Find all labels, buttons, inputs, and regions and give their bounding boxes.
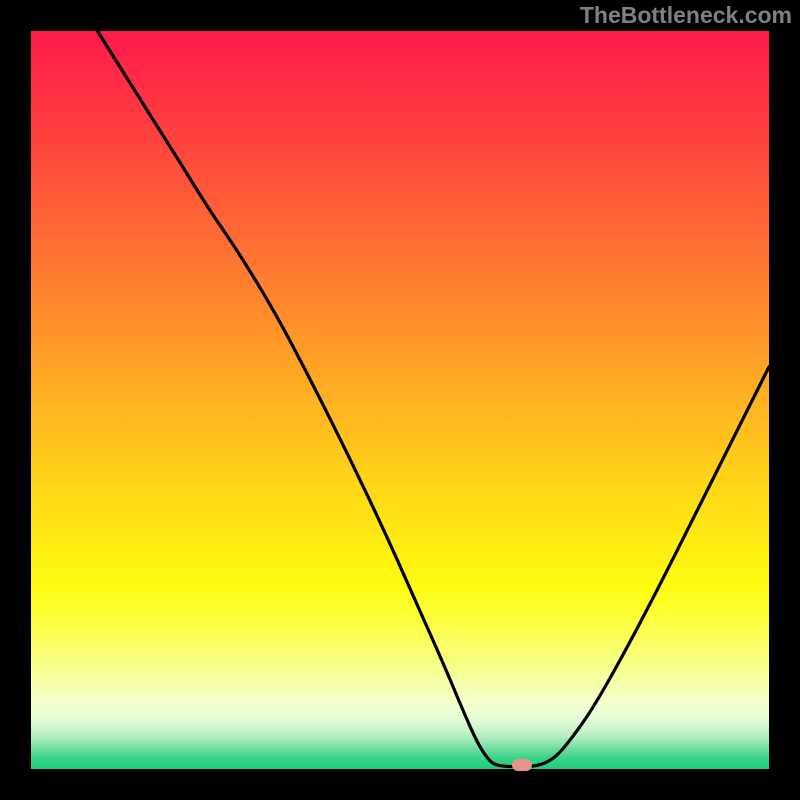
curve-layer [31, 31, 769, 769]
bottleneck-curve [97, 31, 769, 767]
optimal-marker [512, 759, 532, 771]
watermark-text: TheBottleneck.com [580, 2, 792, 29]
chart-container: TheBottleneck.com [0, 0, 800, 800]
plot-area [31, 31, 769, 769]
